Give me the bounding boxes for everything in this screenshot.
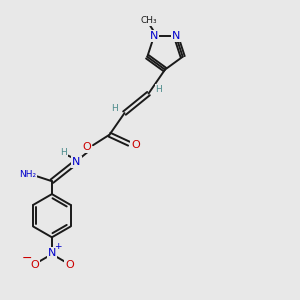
Text: N: N [72,157,81,167]
Text: O: O [30,260,39,271]
Text: −: − [22,252,32,266]
Text: O: O [131,140,140,150]
Text: N: N [48,248,56,258]
Text: +: + [54,242,62,251]
Text: CH₃: CH₃ [140,16,157,25]
Text: H: H [61,148,67,157]
Text: H: H [156,85,162,94]
Text: NH₂: NH₂ [19,170,36,179]
Text: O: O [82,142,91,152]
Text: N: N [150,31,158,41]
Text: N: N [172,31,180,41]
Text: O: O [65,260,74,271]
Text: H: H [112,104,118,113]
